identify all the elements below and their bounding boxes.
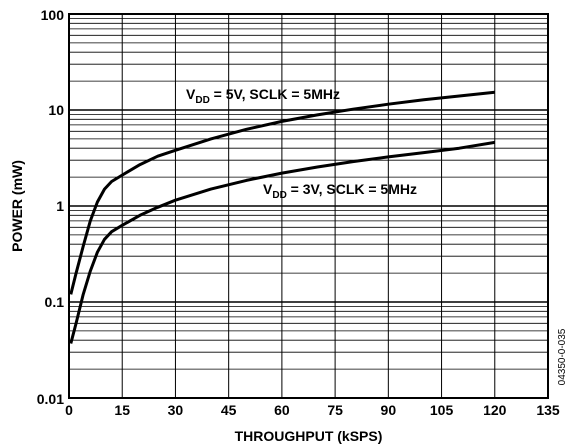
y-tick-label: 10: [48, 102, 64, 118]
y-axis-label: POWER (mW): [9, 160, 25, 252]
grid: [68, 14, 549, 399]
x-tick-label: 120: [483, 402, 507, 418]
series-line-0: [69, 90, 495, 295]
y-tick-label: 1: [56, 198, 64, 214]
series-lines: [69, 90, 496, 344]
x-tick-label: 45: [221, 402, 237, 418]
y-tick-label: 0.1: [45, 294, 65, 310]
series-label-5v: VDD = 5V, SCLK = 5MHz: [186, 86, 340, 106]
figure-id: 04350-0-035: [557, 328, 568, 385]
x-tick-label: 60: [274, 402, 290, 418]
y-tick-label: 100: [41, 7, 65, 23]
x-tick-label: 135: [536, 402, 560, 418]
x-tick-label: 75: [327, 402, 343, 418]
y-tick-label: 0.01: [37, 391, 64, 407]
x-tick-label: 15: [114, 402, 130, 418]
x-axis-ticks: 0 15 30 45 60 75 90 105 120 135: [65, 402, 560, 418]
x-tick-label: 90: [381, 402, 397, 418]
x-tick-label: 30: [168, 402, 184, 418]
x-tick-label: 105: [430, 402, 454, 418]
series-line-1: [69, 140, 496, 344]
plot-frame: [68, 13, 549, 399]
y-axis-ticks: 0.01 0.1 1 10 100: [37, 7, 64, 407]
series-label-3v: VDD = 3V, SCLK = 5MHz: [263, 181, 417, 201]
x-tick-label: 0: [65, 402, 73, 418]
x-axis-label: THROUGHPUT (kSPS): [235, 428, 383, 444]
